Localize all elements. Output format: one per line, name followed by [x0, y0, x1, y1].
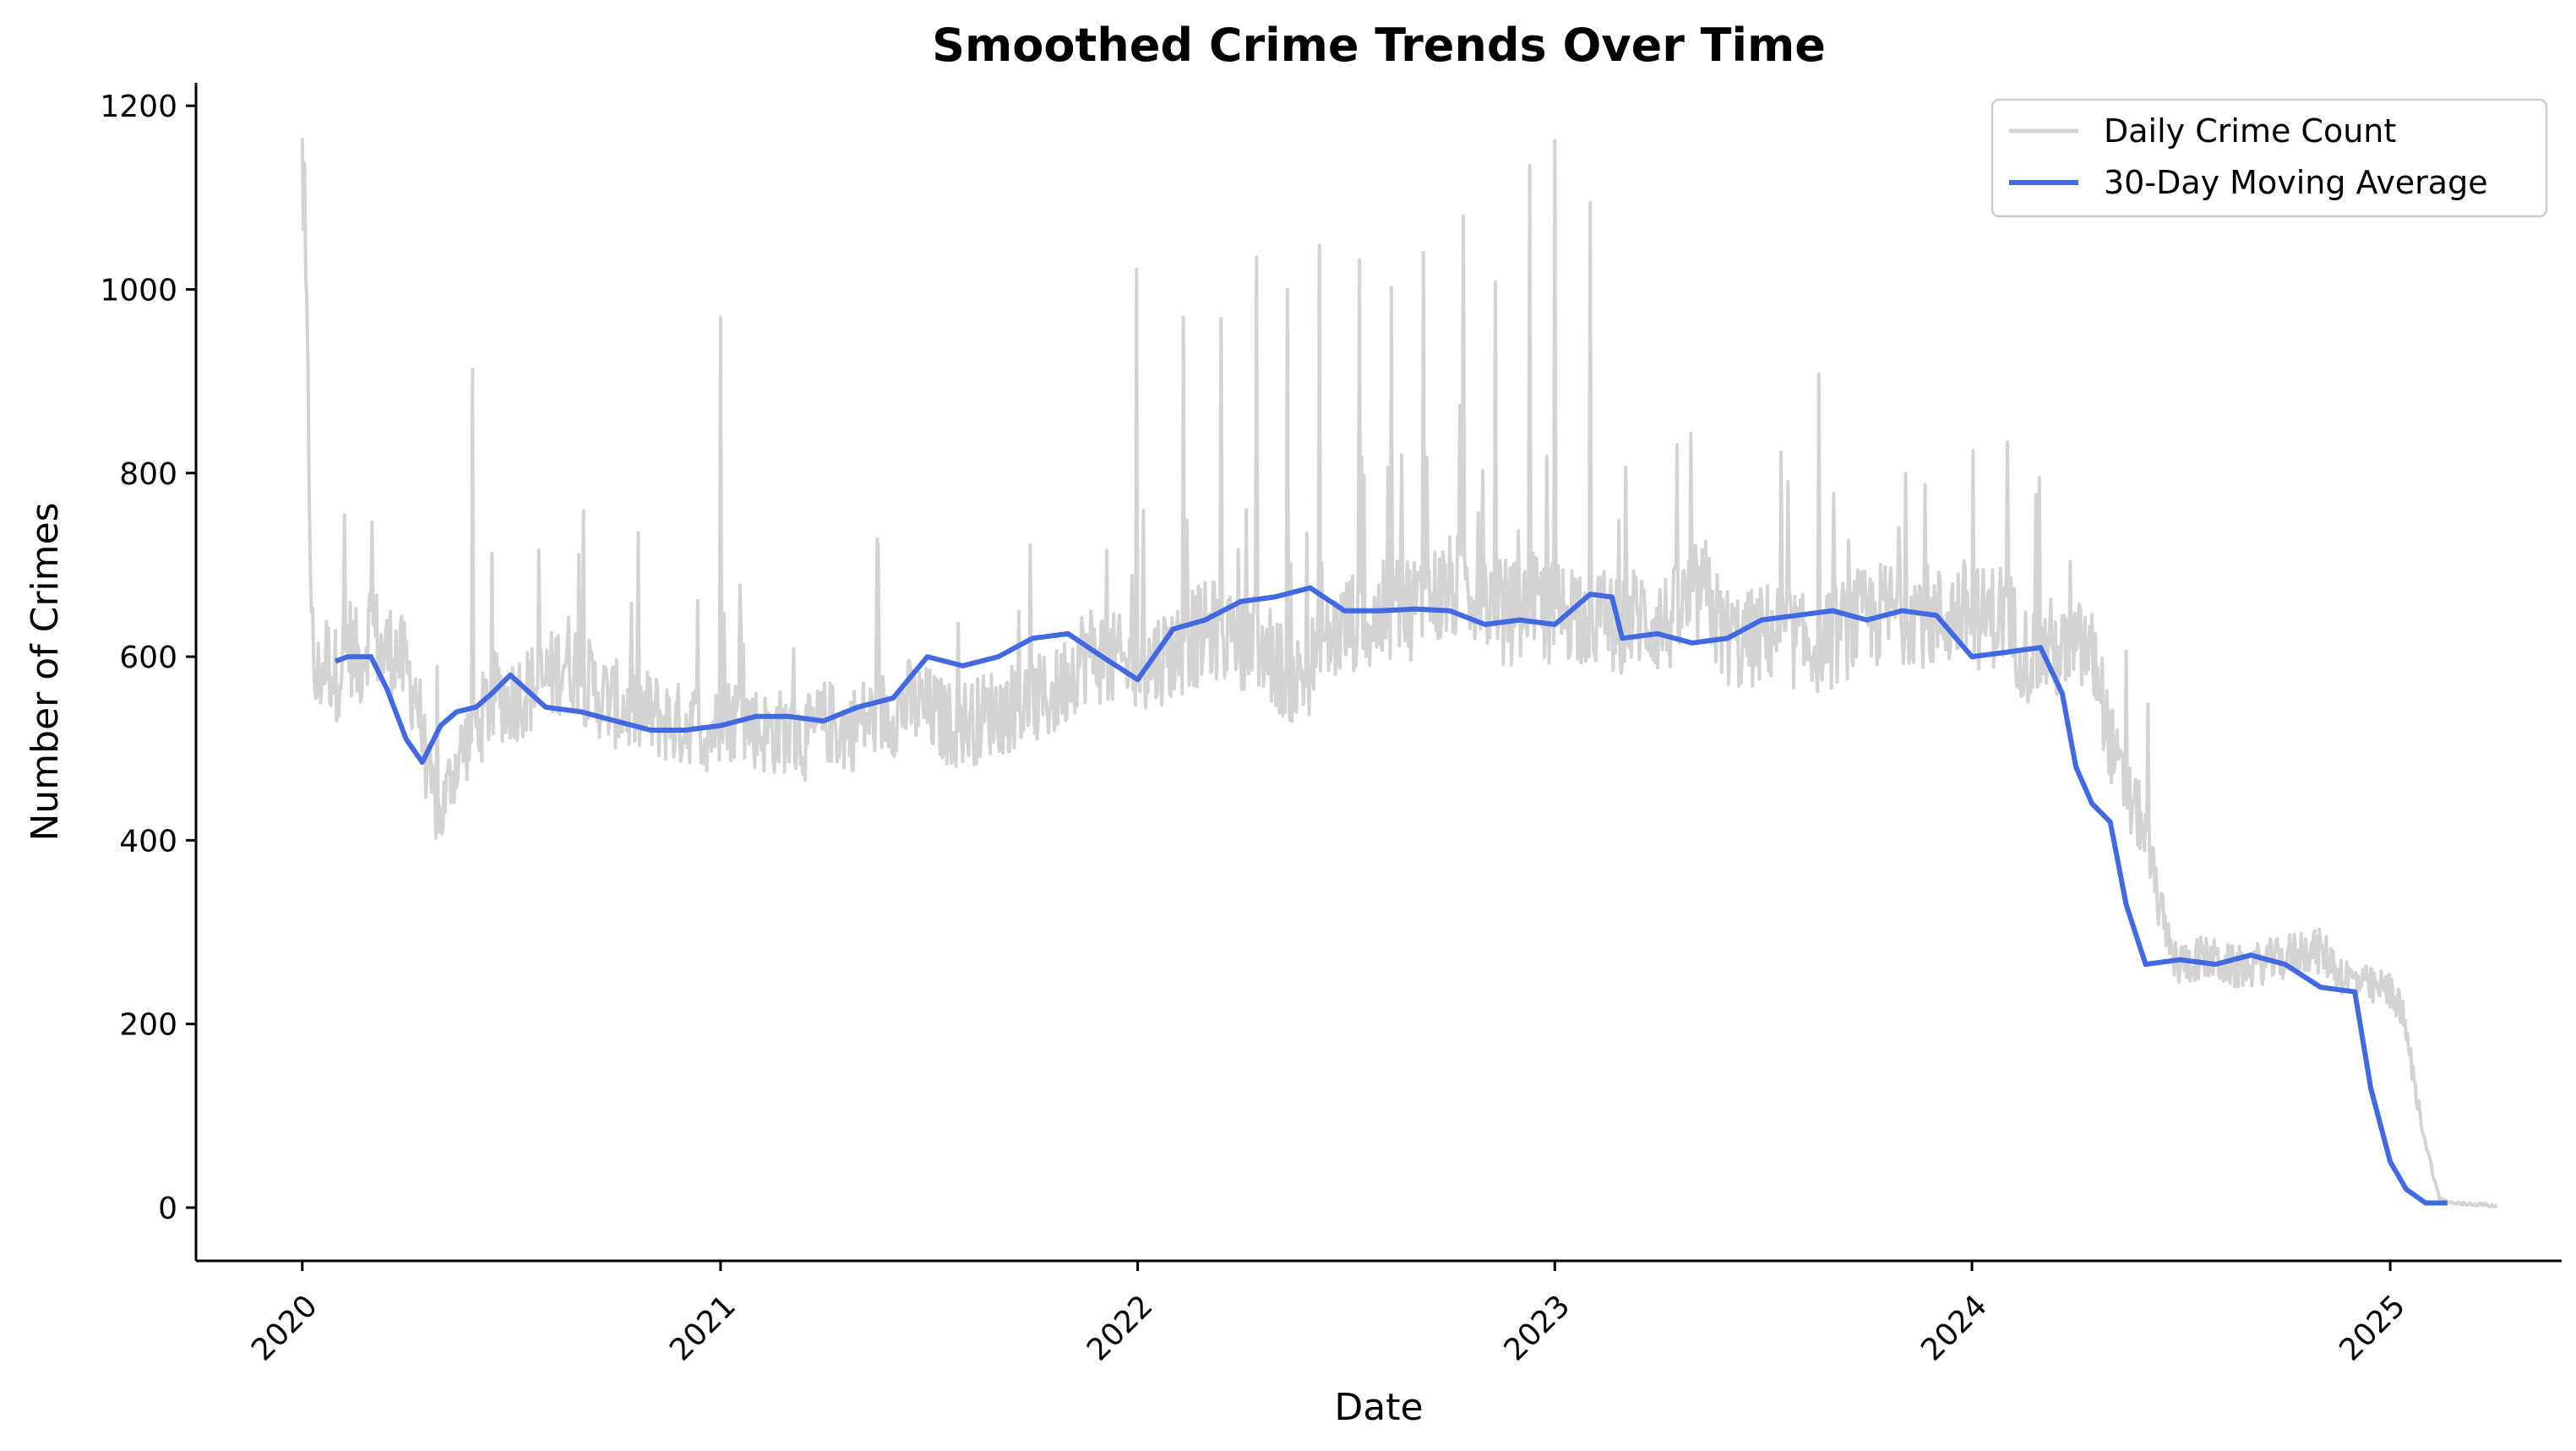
x-tick-label: 2022 — [1081, 1289, 1160, 1368]
x-axis-label: Date — [1334, 1386, 1423, 1429]
legend-label-daily: Daily Crime Count — [2104, 112, 2396, 150]
y-tick-label: 400 — [119, 824, 177, 859]
legend-box — [1991, 98, 2548, 218]
series-line-daily-crime-count — [300, 138, 2498, 1209]
legend: Daily Crime Count 30-Day Moving Average — [1991, 98, 2548, 218]
x-tick-label: 2023 — [1498, 1289, 1577, 1368]
legend-label-moving-average: 30-Day Moving Average — [2104, 164, 2488, 201]
x-tick-label: 2024 — [1914, 1289, 1994, 1368]
y-tick-label: 800 — [119, 457, 177, 492]
x-tick-label: 2021 — [663, 1289, 743, 1368]
plot-area — [300, 138, 2498, 1209]
y-axis-label: Number of Crimes — [24, 502, 67, 841]
x-tick-label: 2025 — [2333, 1289, 2412, 1368]
y-ticks: 0 200 400 600 800 1000 1200 — [100, 90, 196, 1226]
y-tick-label: 0 — [158, 1192, 177, 1226]
chart-title: Smoothed Crime Trends Over Time — [932, 19, 1826, 72]
x-ticks: 2020 2021 2022 2023 2024 2025 — [245, 1261, 2412, 1368]
y-tick-label: 200 — [119, 1008, 177, 1043]
y-tick-label: 1200 — [100, 90, 177, 124]
x-tick-label: 2020 — [245, 1289, 324, 1368]
series-line-30-day-moving-average — [334, 585, 2448, 1206]
y-tick-label: 1000 — [100, 273, 177, 308]
y-tick-label: 600 — [119, 641, 177, 675]
